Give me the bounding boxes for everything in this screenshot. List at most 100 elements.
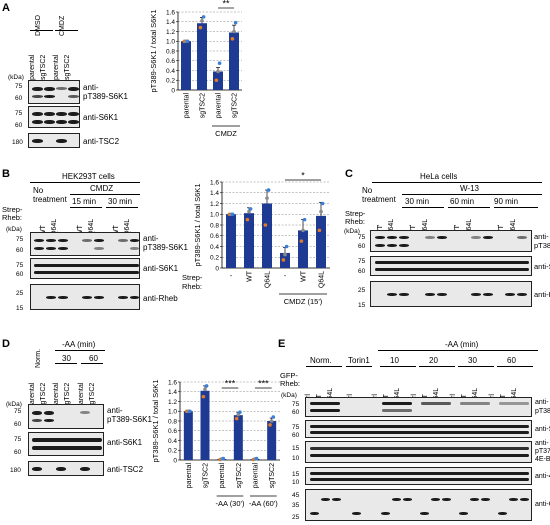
blot-label: anti- pT389-S6K1 [143, 234, 188, 252]
x-tick-label: parental [216, 93, 223, 119]
x-tick-label: parental [184, 93, 191, 119]
x-tick-label: - [284, 273, 287, 280]
y-tick-label: 1.2 [166, 29, 175, 36]
y-tick-label: 1.2 [210, 201, 219, 208]
lane-b: - [112, 224, 115, 231]
significance-label: ** [222, 0, 230, 9]
y-tick-label: 0.2 [210, 255, 219, 262]
marker: 60 [15, 95, 23, 102]
divider [380, 366, 416, 367]
bar [267, 421, 277, 460]
data-point [188, 409, 192, 414]
data-point [230, 37, 235, 41]
x-axis-title: Strep- [182, 273, 203, 282]
strep-rheb-label: Strep- Rheb: [345, 209, 366, 226]
blot-label: anti-S6K1 [143, 264, 179, 273]
y-tick-label: 1.0 [210, 212, 219, 219]
group-label: -AA (60') [249, 499, 278, 508]
blot-label: anti-GFP [535, 501, 550, 508]
divider [30, 182, 140, 183]
divider [70, 207, 102, 208]
marker: 60 [292, 432, 300, 439]
y-tick-label: 0.6 [166, 58, 175, 65]
panel-letter-e: E [278, 338, 286, 350]
lane-c: - [409, 222, 412, 229]
lane-c: - [377, 222, 380, 229]
norm-label: Norm. [35, 348, 42, 368]
group-90min: 90 min [494, 197, 519, 206]
bar [298, 230, 308, 268]
divider [448, 207, 490, 208]
lane-label: sgTSC2 [64, 54, 71, 80]
data-point [201, 15, 206, 19]
divider [306, 366, 342, 367]
divider [402, 194, 542, 195]
divider [55, 350, 105, 351]
marker: 45 [292, 492, 300, 499]
blot-label: anti- pT389-S6K1 [83, 83, 128, 101]
data-point [284, 244, 289, 249]
y-tick-label: 0.4 [168, 438, 177, 445]
chart-a: pT389-S6K1 / total S6K1 0 0.2 0.4 0.6 0.8 1.0 1… [149, 0, 242, 138]
data-point [248, 207, 253, 211]
y-axis-label: pT389-S6K1 / total S6K1 [151, 380, 160, 463]
blot-d-tsc2 [28, 461, 104, 476]
marker: 60 [16, 247, 24, 254]
data-point [234, 416, 239, 421]
strep-rheb-label: Strep- Rheb: [2, 205, 23, 222]
data-point [266, 188, 271, 192]
y-tick-label: 0 [171, 87, 175, 94]
lane-b: - [76, 224, 79, 231]
y-tick-label: 1.6 [210, 179, 219, 186]
treatment-label: -AA (min) [445, 340, 479, 349]
group-30: 30 [468, 356, 477, 365]
divider [494, 207, 538, 208]
y-tick-label: 0.8 [168, 418, 177, 425]
x-tick-label: sgTSC2 [200, 93, 207, 118]
blot-e-s6k1 [305, 420, 532, 438]
y-tick-label: 0.8 [210, 222, 219, 229]
kda-label: (kDa) [6, 401, 22, 408]
x-tick-label: WT [247, 270, 254, 282]
blot-d-s6k1 [28, 432, 104, 456]
x-tick-label: parental [186, 463, 193, 489]
bar [316, 215, 326, 268]
chart-b: pT389-S6K1 / total S6K1 0 0.2 0.4 0.6 0.8 1.0 1… [182, 171, 330, 306]
divider [70, 194, 140, 195]
marker: 15 [292, 445, 300, 452]
x-tick-label: - [230, 273, 233, 280]
divider [106, 207, 138, 208]
data-point [299, 239, 304, 243]
data-point [185, 39, 190, 44]
marker: 15 [292, 471, 300, 478]
divider [372, 182, 542, 183]
time-60: 60 [89, 354, 98, 363]
y-tick-label: 0.4 [210, 244, 219, 251]
y-tick-label: 0 [173, 457, 177, 464]
blot-a-tsc2 [28, 133, 80, 148]
blot-e-4ebp1 [305, 467, 532, 485]
kda-label: (kDa) [6, 226, 22, 233]
lane-c: - [497, 222, 500, 229]
group-15min: 15 min [72, 197, 97, 206]
x-tick-label: sgTSC2 [232, 93, 239, 118]
treatment-label-cmdz: CMDZ [59, 15, 66, 36]
blot-label: anti- pT37/46- 4E-BP1 [535, 440, 550, 463]
kda-label: (kDa) [281, 392, 297, 399]
bar [226, 214, 236, 268]
data-point [245, 217, 250, 222]
marker: 75 [15, 110, 23, 117]
blot-b-pt389 [30, 232, 140, 256]
blot-label: anti-S6K1 [534, 262, 550, 271]
group-label: -AA (30') [216, 499, 245, 508]
blot-label: anti-TSC2 [107, 465, 144, 474]
bar [183, 411, 193, 460]
marker: 75 [14, 436, 22, 443]
divider [30, 30, 53, 31]
x-axis-title: Rheb: [182, 282, 202, 291]
y-tick-label: 0.2 [168, 448, 177, 455]
divider [458, 366, 494, 367]
bar [181, 41, 191, 90]
data-point [265, 196, 269, 200]
cell-line-label: HEK293T cells [62, 172, 115, 181]
